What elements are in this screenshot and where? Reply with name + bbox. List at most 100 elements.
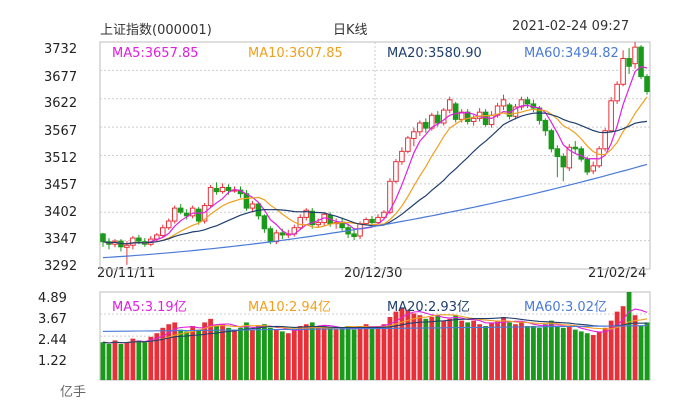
candle-up <box>207 186 214 207</box>
candle-up <box>608 100 614 132</box>
volume-bar <box>447 318 453 380</box>
volume-bar <box>638 326 644 380</box>
candle-down <box>177 207 184 213</box>
quote-datetime: 2021-02-24 09:27 <box>512 19 630 34</box>
volume-bar <box>531 326 536 380</box>
volume-bar <box>566 326 572 380</box>
price-panel <box>99 41 651 270</box>
volume-bar <box>262 324 267 380</box>
volume-bar <box>357 326 363 380</box>
volume-bar <box>303 324 309 380</box>
volume-bar <box>118 344 124 380</box>
volume-bar <box>154 333 160 380</box>
volume-bar <box>100 342 106 380</box>
volume-ma10-label: MA10:2.94亿 <box>248 300 331 315</box>
candle-down <box>554 148 561 158</box>
volume-bar <box>459 320 465 380</box>
volume-bar <box>160 327 166 380</box>
volume-bar <box>435 315 441 380</box>
volume-bar <box>489 322 494 380</box>
candle-down <box>548 130 555 150</box>
volume-bar <box>429 317 435 380</box>
candle-up <box>614 83 620 102</box>
volume-bar <box>256 326 261 380</box>
volume-ma5-label: MA5:3.19亿 <box>112 300 187 315</box>
volume-bar <box>513 324 518 380</box>
volume-bar <box>232 329 237 380</box>
candle-up <box>387 180 393 213</box>
volume-bar <box>453 315 459 380</box>
volume-bar <box>315 327 321 380</box>
price-tick: 3292 <box>44 259 78 274</box>
volume-bar <box>238 327 243 380</box>
candle-up <box>500 99 507 107</box>
candle-up <box>130 237 136 246</box>
volume-bar <box>620 306 626 380</box>
volume-bar <box>190 326 196 380</box>
volume-tick: 1.22 <box>38 354 67 369</box>
volume-bar <box>202 322 208 380</box>
volume-bar <box>471 320 477 380</box>
volume-bar <box>381 324 387 380</box>
candle-down <box>100 233 106 243</box>
volume-bar <box>369 327 375 380</box>
candle-down <box>225 186 232 192</box>
volume-bar <box>297 326 303 380</box>
candle-up <box>189 207 196 217</box>
volume-bar <box>483 326 488 380</box>
volume-bar <box>572 329 578 380</box>
candle-up <box>458 111 465 120</box>
candle-up <box>219 186 226 193</box>
price-tick: 3402 <box>44 205 78 220</box>
candle-down <box>560 156 567 168</box>
volume-bar <box>178 329 184 380</box>
volume-bar <box>525 326 530 380</box>
candle-up <box>440 109 447 124</box>
volume-bar <box>375 326 381 380</box>
candle-up <box>488 114 495 126</box>
candle-down <box>542 119 549 132</box>
candle-up <box>411 131 417 139</box>
volume-bar <box>148 336 154 380</box>
candle-up <box>171 207 178 222</box>
volume-bar <box>285 333 291 380</box>
volume-bar <box>501 317 506 380</box>
date-tick: 21/02/24 <box>588 266 647 281</box>
volume-bar <box>399 308 405 380</box>
candle-up <box>315 222 321 226</box>
candle-up <box>375 216 381 224</box>
candle-down <box>136 237 142 242</box>
volume-bar <box>387 317 393 380</box>
price-tick: 3732 <box>44 42 78 57</box>
candle-up <box>446 99 453 111</box>
date-tick: 20/12/30 <box>344 266 403 281</box>
candle-up <box>512 106 519 117</box>
candle-down <box>524 99 531 105</box>
volume-ma60-line <box>102 325 647 332</box>
candle-down <box>261 215 268 230</box>
candle-down <box>644 76 650 93</box>
candle-up <box>124 244 130 248</box>
candle-down <box>309 210 315 226</box>
ma5-label: MA5:3657.85 <box>112 46 199 61</box>
volume-bar <box>142 342 148 380</box>
volume-bar <box>465 322 471 380</box>
candle-down <box>584 158 591 173</box>
volume-bar <box>560 327 566 380</box>
price-tick: 3512 <box>44 151 78 166</box>
candle-up <box>357 223 363 237</box>
volume-panel <box>99 291 651 381</box>
chart-period[interactable]: 日K线 <box>333 23 368 38</box>
volume-bar <box>519 322 524 380</box>
volume-ma20-line <box>102 317 648 344</box>
candle-up <box>470 117 477 122</box>
volume-tick: 4.89 <box>38 291 67 306</box>
volume-bar <box>196 329 202 380</box>
volume-bar <box>250 329 255 380</box>
candle-up <box>393 161 399 182</box>
volume-bar <box>411 313 417 380</box>
volume-bar <box>614 311 620 380</box>
volume-bar <box>423 318 429 380</box>
volume-tick: 2.44 <box>38 333 67 348</box>
